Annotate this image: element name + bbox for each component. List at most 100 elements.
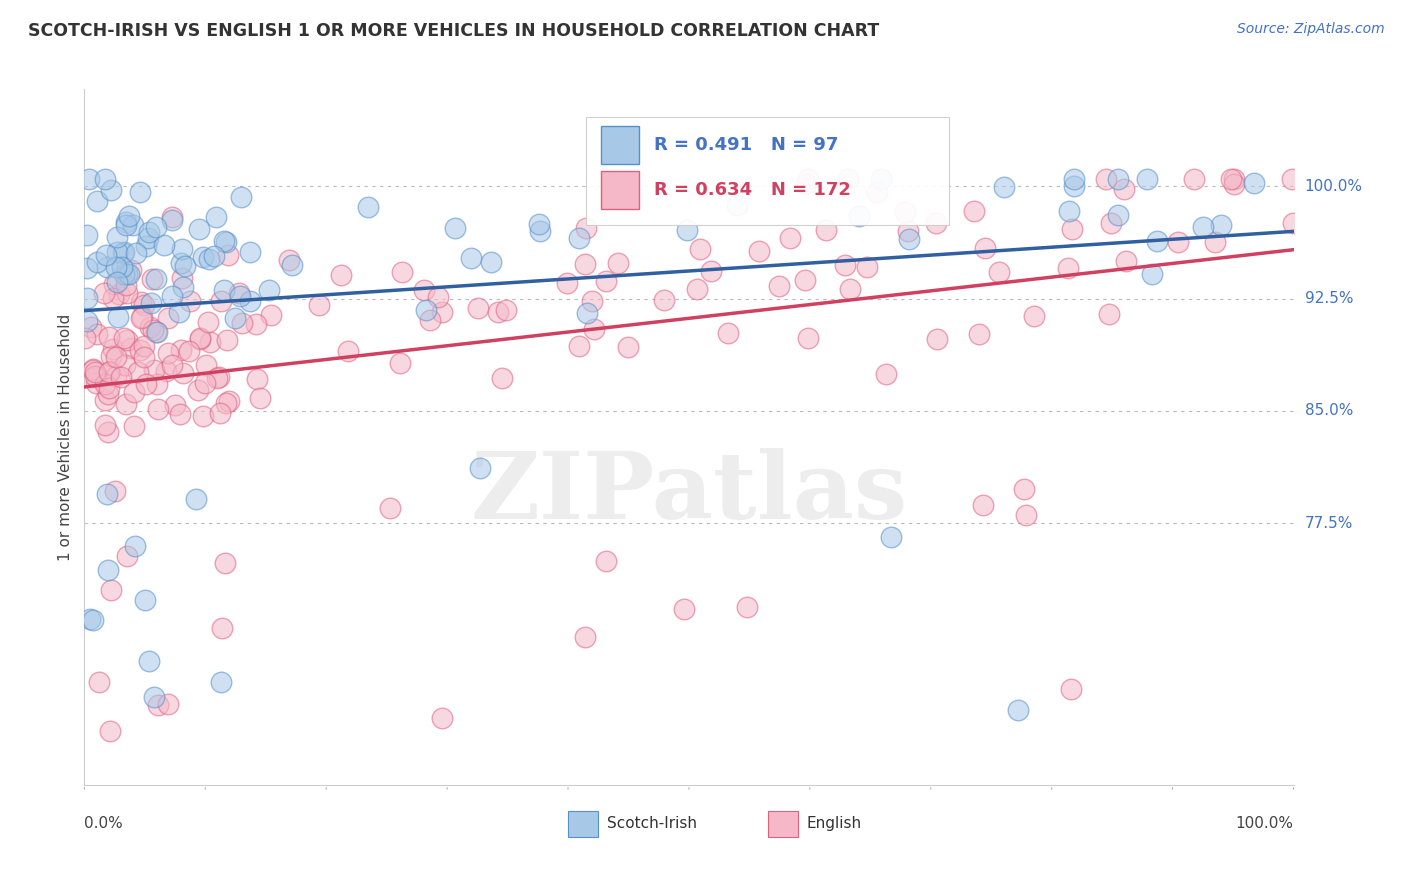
Point — [856, 260, 879, 274]
Point — [122, 218, 145, 232]
Text: 0.0%: 0.0% — [84, 815, 124, 830]
Point — [1012, 482, 1035, 496]
Point — [467, 301, 489, 316]
Point — [145, 220, 167, 235]
Point — [191, 409, 214, 423]
Point — [460, 251, 482, 265]
Point — [924, 216, 946, 230]
Point — [153, 238, 176, 252]
Point — [170, 243, 193, 257]
Point — [97, 425, 120, 439]
Point — [1015, 508, 1038, 522]
Point — [686, 283, 709, 297]
Point — [1146, 234, 1168, 248]
Point — [194, 376, 217, 390]
Point — [768, 279, 790, 293]
Point — [962, 203, 984, 218]
Point — [105, 350, 128, 364]
Point — [107, 310, 129, 325]
Point — [96, 260, 118, 275]
Point — [98, 330, 121, 344]
Point — [170, 256, 193, 270]
Point — [239, 244, 262, 259]
Point — [1112, 182, 1135, 196]
Point — [748, 244, 770, 258]
Text: 92.5%: 92.5% — [1305, 291, 1353, 306]
Point — [105, 275, 128, 289]
Point — [197, 315, 219, 329]
Point — [157, 698, 180, 712]
Point — [84, 365, 107, 379]
Point — [86, 376, 108, 390]
Point — [155, 363, 177, 377]
Point — [495, 302, 517, 317]
Point — [101, 291, 124, 305]
Point — [330, 268, 353, 282]
Text: Source: ZipAtlas.com: Source: ZipAtlas.com — [1237, 22, 1385, 37]
Point — [187, 383, 209, 397]
Point — [491, 371, 513, 385]
Point — [430, 304, 453, 318]
Point — [76, 261, 98, 276]
Point — [1022, 309, 1045, 323]
Point — [779, 230, 801, 244]
Point — [229, 189, 252, 203]
Point — [1062, 221, 1084, 235]
Point — [84, 369, 107, 384]
Point — [814, 223, 837, 237]
Point — [357, 200, 380, 214]
Point — [207, 370, 229, 384]
Text: SCOTCH-IRISH VS ENGLISH 1 OR MORE VEHICLES IN HOUSEHOLD CORRELATION CHART: SCOTCH-IRISH VS ENGLISH 1 OR MORE VEHICL… — [28, 22, 879, 40]
Point — [205, 211, 228, 225]
Point — [391, 265, 413, 279]
Point — [993, 180, 1015, 194]
Point — [202, 249, 225, 263]
Text: 85.0%: 85.0% — [1305, 403, 1353, 418]
Point — [122, 419, 145, 434]
Point — [104, 260, 127, 275]
Point — [124, 539, 146, 553]
Point — [125, 246, 148, 260]
Point — [1098, 307, 1121, 321]
Point — [927, 332, 949, 346]
Point — [141, 272, 163, 286]
Point — [179, 344, 201, 359]
Point — [378, 501, 401, 516]
Point — [575, 220, 598, 235]
Point — [115, 333, 138, 347]
Point — [673, 602, 696, 616]
Point — [112, 245, 135, 260]
Point — [797, 172, 820, 186]
Point — [725, 198, 748, 212]
Point — [129, 185, 152, 199]
Point — [115, 397, 138, 411]
Point — [1107, 172, 1129, 186]
Point — [80, 320, 103, 334]
Point — [76, 314, 98, 328]
Point — [308, 298, 330, 312]
Point — [689, 242, 711, 256]
Point — [336, 344, 359, 359]
Point — [76, 227, 98, 242]
Point — [105, 244, 128, 259]
Point — [197, 252, 219, 266]
Point — [184, 491, 207, 506]
Point — [419, 313, 441, 327]
Point — [870, 172, 893, 186]
Point — [1099, 216, 1122, 230]
Point — [172, 279, 194, 293]
Point — [231, 317, 253, 331]
Point — [187, 222, 209, 236]
Point — [1192, 220, 1215, 235]
Point — [115, 285, 138, 300]
Point — [574, 630, 596, 644]
Point — [1136, 172, 1159, 186]
Point — [260, 308, 283, 322]
Point — [135, 377, 157, 392]
Point — [96, 487, 118, 501]
Point — [1063, 172, 1085, 186]
Point — [129, 310, 152, 325]
Point — [1107, 208, 1129, 222]
Point — [972, 498, 994, 512]
Point — [1115, 254, 1137, 268]
